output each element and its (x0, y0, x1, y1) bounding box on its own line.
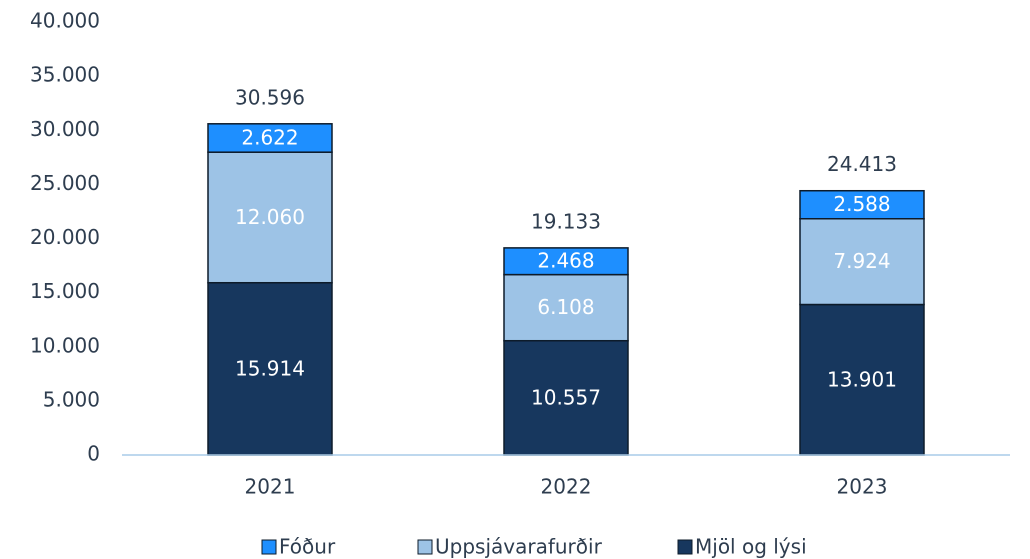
bar-segment (799, 189, 925, 220)
y-tick-label: 40.000 (30, 9, 100, 33)
bar-segment (799, 217, 925, 306)
y-tick-label: 15.000 (30, 279, 100, 303)
x-tick-label: 2023 (837, 475, 888, 499)
legend-swatch (261, 539, 277, 555)
bar-segment (503, 247, 629, 276)
data-label: 2.468 (537, 249, 594, 273)
total-label: 30.596 (235, 85, 305, 109)
x-tick-label: 2022 (541, 475, 592, 499)
legend-label: Uppsjávarafurðir (435, 535, 603, 559)
bar-segment (207, 281, 333, 456)
bar-segment (503, 339, 629, 456)
data-label: 12.060 (235, 205, 305, 229)
y-tick-label: 25.000 (30, 171, 100, 195)
y-tick-label: 0 (87, 442, 100, 466)
legend-swatch (417, 539, 433, 555)
data-label: 10.557 (531, 385, 601, 409)
bar-segment (207, 151, 333, 284)
data-label: 13.901 (827, 367, 897, 391)
y-tick-label: 35.000 (30, 63, 100, 87)
data-label: 7.924 (833, 249, 890, 273)
legend-label: Mjöl og lýsi (695, 535, 807, 559)
bar-segment (207, 123, 333, 153)
bar-segment (503, 273, 629, 342)
data-label: 2.588 (833, 192, 890, 216)
legend-label: Fóður (279, 535, 336, 559)
y-tick-label: 10.000 (30, 333, 100, 357)
data-label: 2.622 (241, 125, 298, 149)
y-tick-label: 5.000 (43, 387, 100, 411)
data-label: 15.914 (235, 356, 305, 380)
y-tick-label: 30.000 (30, 117, 100, 141)
total-label: 24.413 (827, 152, 897, 176)
y-tick-label: 20.000 (30, 225, 100, 249)
x-tick-label: 2021 (245, 475, 296, 499)
legend-swatch (677, 539, 693, 555)
data-label: 6.108 (537, 295, 594, 319)
total-label: 19.133 (531, 209, 601, 233)
